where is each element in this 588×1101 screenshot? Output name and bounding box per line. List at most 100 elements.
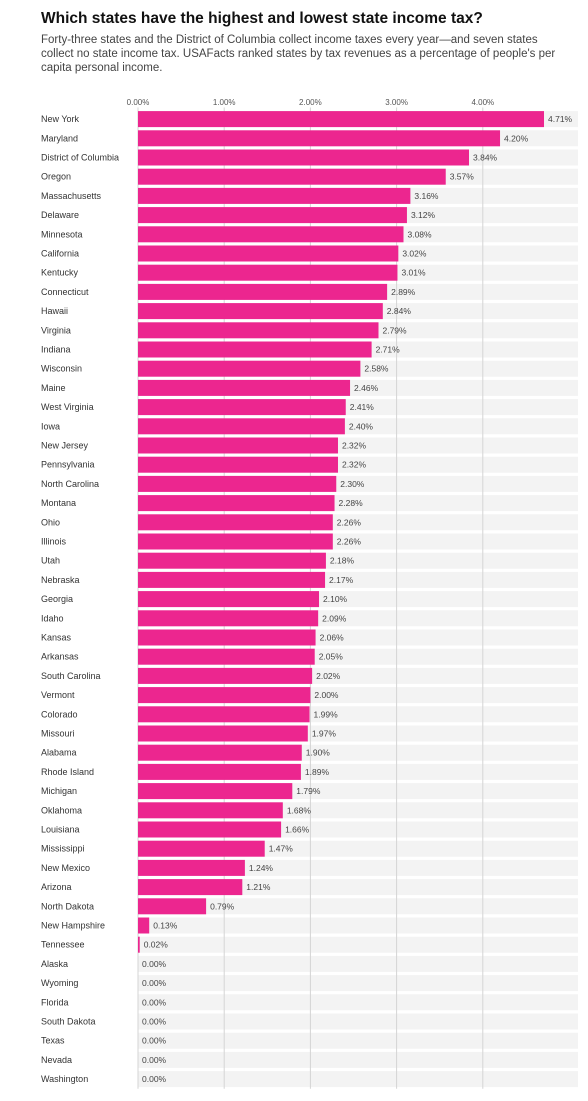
row-band	[138, 879, 578, 896]
value-label: 0.13%	[153, 921, 178, 931]
x-tick-label: 4.00%	[471, 98, 494, 107]
bar	[138, 687, 311, 704]
row-band	[138, 1032, 578, 1049]
category-label: Oklahoma	[41, 805, 82, 815]
value-label: 2.71%	[376, 345, 401, 355]
row-band	[138, 859, 578, 876]
category-label: Vermont	[41, 690, 75, 700]
bar	[138, 667, 313, 684]
category-label: Connecticut	[41, 287, 89, 297]
category-label: New Mexico	[41, 863, 90, 873]
value-label: 2.32%	[342, 460, 367, 470]
value-label: 2.10%	[323, 594, 348, 604]
bar	[138, 418, 345, 435]
value-label: 0.00%	[142, 959, 167, 969]
bar	[138, 149, 470, 166]
row-band	[138, 955, 578, 972]
category-label: Massachusetts	[41, 191, 102, 201]
bar	[138, 552, 326, 569]
value-label: 0.02%	[144, 940, 169, 950]
value-label: 2.40%	[349, 421, 374, 431]
category-label: District of Columbia	[41, 153, 119, 163]
category-label: Indiana	[41, 345, 71, 355]
category-label: Wisconsin	[41, 364, 82, 374]
category-label: Virginia	[41, 325, 71, 335]
bar	[138, 821, 282, 838]
x-tick-label: 2.00%	[299, 98, 322, 107]
category-label: Arkansas	[41, 652, 79, 662]
bar	[138, 360, 361, 377]
value-label: 0.00%	[142, 1017, 167, 1027]
category-label: Rhode Island	[41, 767, 94, 777]
value-label: 2.26%	[337, 517, 362, 527]
bar	[138, 111, 545, 128]
value-label: 0.00%	[142, 1036, 167, 1046]
row-band	[138, 975, 578, 992]
category-label: Nevada	[41, 1055, 72, 1065]
value-label: 2.89%	[391, 287, 416, 297]
value-label: 3.16%	[414, 191, 439, 201]
x-tick-label: 0.00%	[127, 98, 150, 107]
category-label: Delaware	[41, 210, 79, 220]
bar	[138, 283, 388, 300]
value-label: 2.06%	[320, 633, 345, 643]
category-label: South Dakota	[41, 1017, 96, 1027]
category-label: Minnesota	[41, 229, 83, 239]
value-label: 2.18%	[330, 556, 355, 566]
value-label: 2.41%	[350, 402, 375, 412]
bar	[138, 648, 315, 665]
value-label: 1.79%	[296, 786, 321, 796]
bar	[138, 207, 407, 224]
bar	[138, 130, 501, 147]
bar	[138, 879, 243, 896]
value-label: 2.28%	[339, 498, 364, 508]
category-label: Nebraska	[41, 575, 80, 585]
value-label: 2.79%	[382, 325, 407, 335]
value-label: 1.66%	[285, 825, 310, 835]
value-label: 2.05%	[319, 652, 344, 662]
bar	[138, 533, 333, 550]
category-label: New Jersey	[41, 441, 89, 451]
row-band	[138, 936, 578, 953]
bar	[138, 706, 310, 723]
bar	[138, 264, 398, 281]
bar	[138, 341, 372, 358]
category-label: Colorado	[41, 709, 78, 719]
value-label: 0.79%	[210, 901, 235, 911]
bar	[138, 226, 404, 243]
category-label: California	[41, 249, 79, 259]
bar	[138, 898, 207, 915]
bar	[138, 495, 335, 512]
value-label: 3.01%	[401, 268, 426, 278]
value-label: 0.00%	[142, 1074, 167, 1084]
value-label: 2.17%	[329, 575, 354, 585]
bar	[138, 437, 338, 454]
bar	[138, 610, 319, 627]
bar	[138, 936, 140, 953]
value-label: 4.20%	[504, 133, 529, 143]
value-label: 2.02%	[316, 671, 341, 681]
category-label: Pennsylvania	[41, 460, 95, 470]
bar	[138, 591, 320, 608]
category-label: Louisiana	[41, 825, 80, 835]
value-label: 2.58%	[364, 364, 389, 374]
value-label: 0.00%	[142, 997, 167, 1007]
value-label: 3.12%	[411, 210, 436, 220]
category-label: Idaho	[41, 613, 64, 623]
bar	[138, 514, 333, 531]
value-label: 2.26%	[337, 537, 362, 547]
bar	[138, 840, 265, 857]
category-label: Iowa	[41, 421, 60, 431]
category-label: Kansas	[41, 633, 72, 643]
category-label: South Carolina	[41, 671, 101, 681]
category-label: Georgia	[41, 594, 73, 604]
bar	[138, 725, 308, 742]
category-label: Washington	[41, 1074, 88, 1084]
bar	[138, 783, 293, 800]
bars	[138, 111, 545, 953]
bar	[138, 187, 411, 204]
bar	[138, 322, 379, 339]
value-label: 1.24%	[249, 863, 274, 873]
value-label: 1.97%	[312, 729, 337, 739]
bar	[138, 475, 337, 492]
